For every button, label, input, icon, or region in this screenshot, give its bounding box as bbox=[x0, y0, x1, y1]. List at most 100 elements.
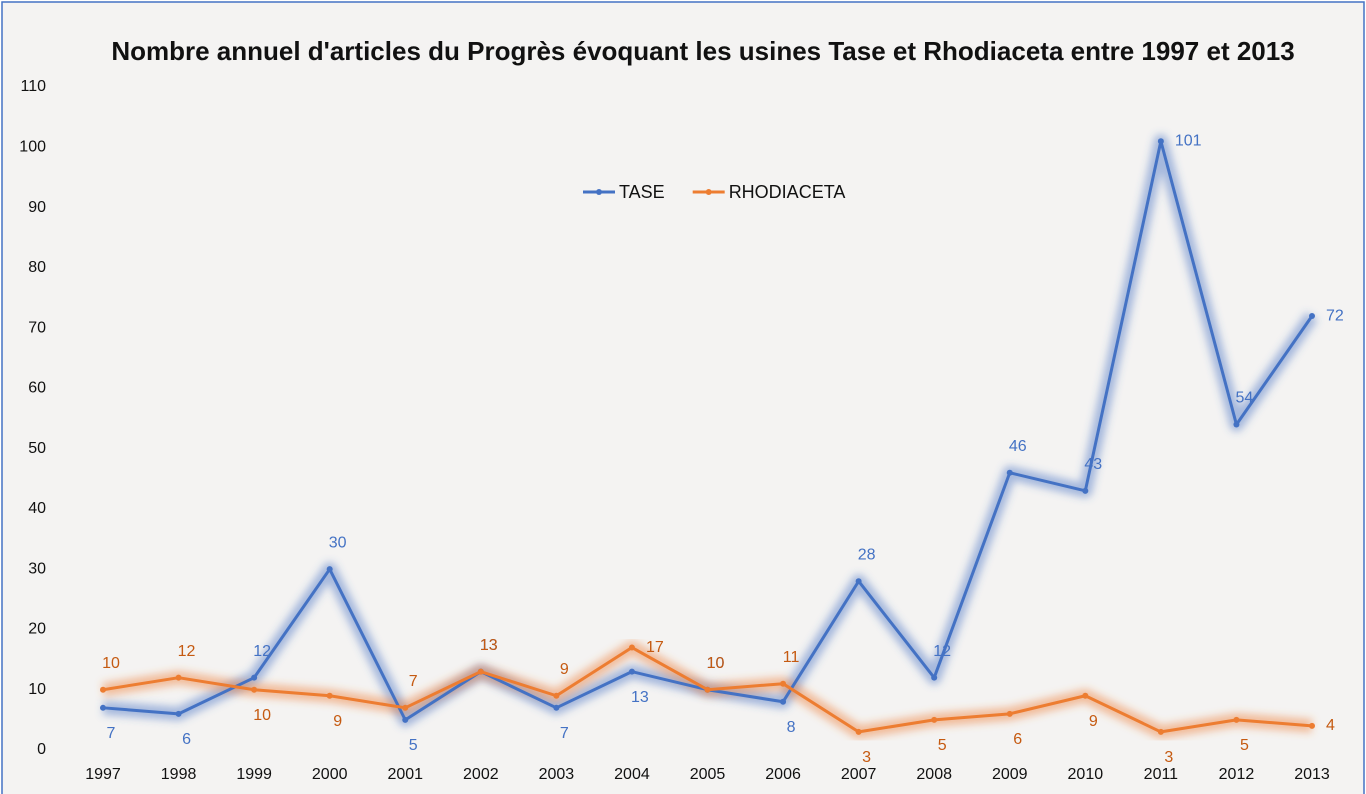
point bbox=[628, 668, 635, 675]
data-label: 3 bbox=[1164, 749, 1173, 766]
point bbox=[1157, 728, 1164, 735]
point bbox=[553, 704, 560, 711]
point bbox=[704, 686, 711, 693]
x-tick-label: 2006 bbox=[765, 766, 801, 783]
x-tick-label: 2002 bbox=[463, 766, 499, 783]
data-label: 13 bbox=[480, 637, 498, 654]
data-label: 10 bbox=[253, 707, 271, 724]
point bbox=[1082, 487, 1089, 494]
point bbox=[100, 704, 106, 711]
data-label: 5 bbox=[938, 737, 947, 754]
data-label: 12 bbox=[933, 643, 951, 660]
y-tick-label: 30 bbox=[28, 560, 46, 577]
data-label: 30 bbox=[329, 534, 347, 551]
x-tick-label: 2001 bbox=[387, 766, 423, 783]
data-label: 7 bbox=[560, 725, 569, 742]
point bbox=[1006, 469, 1013, 476]
data-label: 9 bbox=[1089, 713, 1098, 730]
point bbox=[780, 680, 787, 687]
y-tick-label: 70 bbox=[28, 319, 46, 336]
point bbox=[1309, 722, 1315, 729]
legend-label: RHODIACETA bbox=[729, 182, 846, 202]
data-label: 72 bbox=[1326, 307, 1344, 324]
x-tick-label: 2011 bbox=[1144, 766, 1179, 783]
data-label: 6 bbox=[1013, 731, 1022, 748]
point bbox=[326, 566, 333, 573]
x-tick-label: 1997 bbox=[85, 766, 121, 783]
data-label: 6 bbox=[182, 731, 191, 748]
point bbox=[1082, 692, 1089, 699]
data-label: 28 bbox=[858, 546, 876, 563]
x-tick-label: 1998 bbox=[161, 766, 197, 783]
y-tick-label: 0 bbox=[37, 741, 46, 758]
x-tick-label: 2012 bbox=[1219, 766, 1255, 783]
y-tick-label: 40 bbox=[28, 500, 46, 517]
data-label: 10 bbox=[707, 655, 725, 672]
data-label: 10 bbox=[707, 655, 725, 672]
point bbox=[175, 674, 182, 681]
x-tick-label: 2009 bbox=[992, 766, 1028, 783]
point bbox=[326, 692, 333, 699]
point bbox=[780, 698, 787, 705]
x-tick-label: 2010 bbox=[1068, 766, 1104, 783]
point bbox=[553, 692, 560, 699]
data-label: 46 bbox=[1009, 438, 1027, 455]
data-label: 8 bbox=[787, 719, 796, 736]
data-label: 5 bbox=[409, 737, 418, 754]
point bbox=[100, 686, 106, 693]
y-tick-label: 10 bbox=[28, 681, 46, 698]
x-tick-label: 2005 bbox=[690, 766, 726, 783]
data-label: 7 bbox=[107, 725, 116, 742]
point bbox=[1006, 710, 1013, 717]
x-tick-label: 1999 bbox=[236, 766, 272, 783]
point bbox=[628, 644, 635, 651]
data-label: 4 bbox=[1326, 717, 1335, 734]
point bbox=[402, 716, 409, 723]
point bbox=[251, 674, 258, 681]
x-tick-label: 2013 bbox=[1294, 766, 1330, 783]
point bbox=[1309, 313, 1315, 320]
data-label: 43 bbox=[1084, 456, 1102, 473]
point bbox=[251, 686, 258, 693]
data-label: 11 bbox=[783, 649, 800, 666]
y-tick-label: 100 bbox=[19, 138, 46, 155]
x-tick-label: 2008 bbox=[916, 766, 952, 783]
data-label: 3 bbox=[862, 749, 871, 766]
y-tick-label: 20 bbox=[28, 621, 46, 638]
point bbox=[1233, 421, 1240, 428]
point bbox=[931, 674, 938, 681]
x-tick-label: 2004 bbox=[614, 766, 650, 783]
point bbox=[855, 728, 862, 735]
x-tick-label: 2003 bbox=[539, 766, 575, 783]
y-tick-label: 50 bbox=[28, 440, 46, 457]
legend-marker bbox=[596, 189, 602, 195]
data-label: 9 bbox=[560, 661, 569, 678]
point bbox=[477, 668, 484, 675]
data-label: 9 bbox=[333, 713, 342, 730]
point bbox=[1233, 716, 1240, 723]
data-label: 7 bbox=[409, 673, 418, 690]
x-tick-label: 2000 bbox=[312, 766, 348, 783]
legend-marker bbox=[705, 189, 712, 195]
point bbox=[175, 710, 182, 717]
data-label: 13 bbox=[480, 637, 498, 654]
y-tick-label: 110 bbox=[20, 78, 46, 95]
point bbox=[402, 704, 409, 711]
y-tick-label: 80 bbox=[28, 259, 46, 276]
data-label: 10 bbox=[102, 655, 120, 672]
x-tick-label: 2007 bbox=[841, 766, 877, 783]
chart-title: Nombre annuel d'articles du Progrès évoq… bbox=[111, 36, 1294, 66]
legend-label: TASE bbox=[619, 182, 665, 202]
data-label: 13 bbox=[631, 689, 649, 706]
point bbox=[931, 716, 938, 723]
data-label: 12 bbox=[253, 643, 271, 660]
data-label: 17 bbox=[646, 639, 664, 656]
point bbox=[855, 578, 862, 585]
point bbox=[1157, 138, 1164, 145]
data-label: 5 bbox=[1240, 737, 1249, 754]
y-tick-label: 90 bbox=[28, 199, 46, 216]
data-label: 12 bbox=[178, 643, 196, 660]
